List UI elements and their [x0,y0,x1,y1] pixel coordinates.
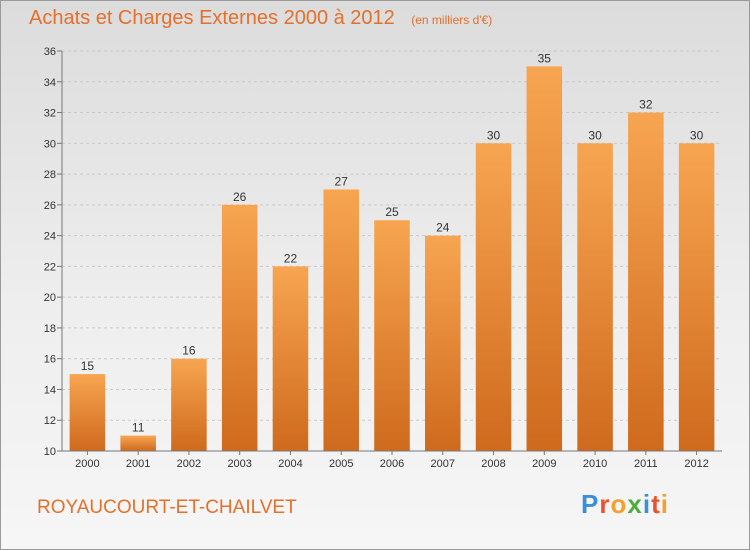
bar-2003 [221,204,258,451]
logo-letter: r [599,489,611,519]
logo-letter: i [642,489,652,519]
x-tick-label: 2004 [278,458,302,470]
x-tick-label: 2003 [227,458,251,470]
y-tick-label: 14 [44,384,56,396]
bar-2011 [628,112,664,452]
bar-value-label: 32 [639,98,653,112]
y-axis-ticks: 10 12 14 16 18 20 22 24 26 28 30 32 34 36 [44,46,62,458]
x-axis-ticks: 2000 2001 2002 2003 2004 2005 2006 2007 2008 2009… [75,451,709,470]
y-tick-label: 34 [44,77,56,89]
bar-2004 [272,266,309,451]
bar-value-label: 16 [182,344,196,358]
x-tick-label: 2012 [684,458,708,470]
bar-2009 [526,66,563,451]
x-tick-label: 2008 [481,458,505,470]
x-tick-label: 2009 [532,458,556,470]
bar-2007 [425,235,461,451]
y-tick-label: 32 [44,108,56,120]
bar-2006 [374,220,410,451]
bar-value-label: 11 [132,421,145,435]
logo-letter: x [627,489,643,519]
bar-2001 [120,435,156,451]
bar-2005 [323,189,359,451]
location-name: ROYAUCOURT-ET-CHAILVET [37,497,297,518]
x-tick-label: 2006 [380,458,404,470]
bar-value-label: 15 [81,359,95,373]
bar-2012 [678,143,715,452]
y-tick-label: 20 [44,292,56,304]
y-tick-label: 16 [44,354,56,366]
bar-value-label: 30 [690,128,704,142]
bar-2010 [577,143,613,452]
bar-2000 [69,374,106,451]
x-tick-label: 2007 [431,458,455,470]
bar-value-label: 30 [588,128,602,142]
bar-2008 [475,143,512,452]
y-tick-label: 36 [44,46,56,58]
x-tick-label: 2001 [126,458,150,470]
y-tick-label: 24 [44,231,56,243]
title-block: Achats et Charges Externes 2000 à 2012 (… [29,7,492,30]
logo-letter: i [660,489,669,519]
x-tick-label: 2000 [75,458,99,470]
bars: 15 11 16 26 22 27 25 24 30 35 30 32 30 [69,51,715,452]
bar-value-label: 27 [335,174,349,188]
bar-value-label: 22 [284,251,298,265]
bar-value-label: 25 [385,205,399,219]
y-tick-label: 18 [44,323,56,335]
chart-unit: (en milliers d'€) [411,13,493,27]
y-tick-label: 12 [44,415,56,427]
y-tick-label: 10 [44,446,56,458]
logo-letter: o [610,489,628,519]
bar-value-label: 24 [436,221,450,235]
x-tick-label: 2005 [329,458,353,470]
x-tick-label: 2011 [634,458,658,470]
y-tick-label: 28 [44,169,56,181]
logo-letter: P [581,489,600,519]
x-tick-label: 2002 [177,458,201,470]
bar-value-label: 30 [487,128,501,142]
axes [61,51,722,452]
y-tick-label: 30 [44,138,56,150]
bar-2002 [171,358,207,451]
chart-title: Achats et Charges Externes 2000 à 2012 [29,7,395,29]
x-tick-label: 2010 [583,458,607,470]
proxiti-logo: Proxiti [581,489,669,520]
bar-value-label: 26 [233,190,247,204]
logo-letter: t [651,489,661,519]
y-tick-label: 22 [44,261,56,273]
bar-value-label: 35 [538,51,552,65]
y-tick-label: 26 [44,200,56,212]
